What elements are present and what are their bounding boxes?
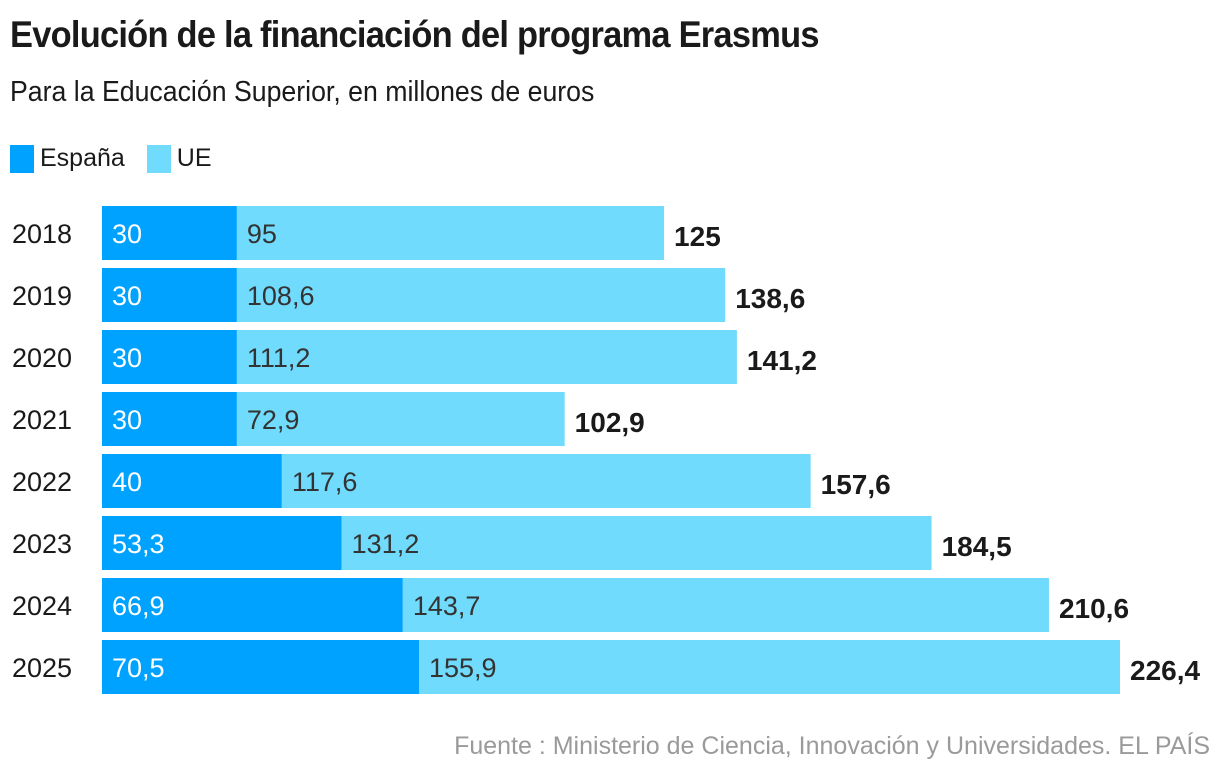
bar-segment-espana <box>102 516 342 570</box>
data-label-espana: 66,9 <box>112 591 165 621</box>
bar-segment-ue <box>236 330 737 384</box>
bar-segment-ue <box>236 268 726 322</box>
bar-segment-espana <box>102 206 237 260</box>
bar-segment-espana <box>102 578 403 632</box>
bar-segment-espana <box>102 454 282 508</box>
total-label: 184,5 <box>942 531 1012 562</box>
legend-item-espana: España <box>10 144 125 173</box>
bar-segment-espana <box>102 392 237 446</box>
total-label: 125 <box>674 221 721 252</box>
total-label: 210,6 <box>1059 593 1129 624</box>
year-label: 2020 <box>12 343 72 373</box>
data-label-ue: 95 <box>247 219 277 249</box>
legend: España UE <box>10 144 234 173</box>
bar-segment-ue <box>402 578 1049 632</box>
legend-label-espana: España <box>40 144 125 172</box>
bar-segment-ue <box>341 516 932 570</box>
data-label-espana: 30 <box>112 343 142 373</box>
bar-segment-ue <box>236 206 665 260</box>
data-label-espana: 30 <box>112 219 142 249</box>
data-label-ue: 72,9 <box>247 405 300 435</box>
bar-segment-espana <box>102 640 420 694</box>
data-label-espana: 53,3 <box>112 529 165 559</box>
bar-segment-ue <box>419 640 1121 694</box>
total-label: 141,2 <box>747 345 817 376</box>
total-label: 138,6 <box>735 283 805 314</box>
total-label: 157,6 <box>821 469 891 500</box>
data-label-ue: 108,6 <box>247 281 315 311</box>
chart-title: Evolución de la financiación del program… <box>10 14 819 55</box>
year-label: 2024 <box>12 591 72 621</box>
data-label-espana: 40 <box>112 467 142 497</box>
legend-label-ue: UE <box>176 144 212 172</box>
chart-subtitle: Para la Educación Superior, en millones … <box>10 76 595 108</box>
data-label-espana: 70,5 <box>112 653 165 683</box>
legend-swatch-espana <box>10 144 34 173</box>
year-label: 2021 <box>12 405 72 435</box>
bar-segment-ue <box>236 392 565 446</box>
total-label: 226,4 <box>1130 655 1200 686</box>
legend-swatch-ue <box>146 144 171 173</box>
data-label-ue: 143,7 <box>413 591 481 621</box>
year-label: 2025 <box>12 653 72 683</box>
year-label: 2018 <box>12 219 72 249</box>
legend-item-ue: UE <box>146 144 212 173</box>
year-label: 2019 <box>12 281 72 311</box>
bar-segment-espana <box>102 268 237 322</box>
data-label-espana: 30 <box>112 405 142 435</box>
data-label-ue: 131,2 <box>352 529 420 559</box>
data-label-ue: 155,9 <box>429 653 497 683</box>
data-label-espana: 30 <box>112 281 142 311</box>
source-note: Fuente : Ministerio de Ciencia, Innovaci… <box>454 732 1210 760</box>
data-label-ue: 117,6 <box>292 467 358 497</box>
year-label: 2022 <box>12 467 72 497</box>
year-label: 2023 <box>12 529 72 559</box>
bar-segment-espana <box>102 330 237 384</box>
bar-segment-ue <box>281 454 811 508</box>
data-label-ue: 111,2 <box>247 343 311 373</box>
total-label: 102,9 <box>575 407 645 438</box>
